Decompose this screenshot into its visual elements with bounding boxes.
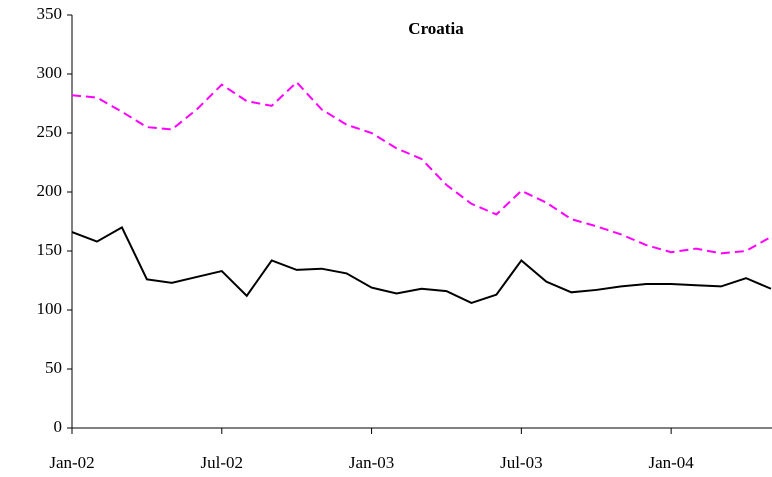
y-tick-label: 100	[37, 299, 63, 318]
y-tick-label: 50	[45, 358, 62, 377]
chart-title: Croatia	[408, 19, 464, 38]
line-series	[71, 226, 772, 304]
line-series	[71, 80, 772, 255]
y-tick-label: 200	[37, 181, 63, 200]
y-tick-label: 0	[54, 417, 63, 436]
x-tick-label: Jan-02	[49, 453, 94, 472]
x-tick-label: Jan-04	[648, 453, 694, 472]
x-tick-label: Jul-03	[500, 453, 543, 472]
y-tick-label: 250	[37, 122, 63, 141]
y-tick-label: 350	[37, 4, 63, 23]
x-tick-label: Jul-02	[201, 453, 244, 472]
y-tick-label: 150	[37, 240, 63, 259]
x-tick-label: Jan-03	[349, 453, 394, 472]
y-tick-label: 300	[37, 63, 63, 82]
